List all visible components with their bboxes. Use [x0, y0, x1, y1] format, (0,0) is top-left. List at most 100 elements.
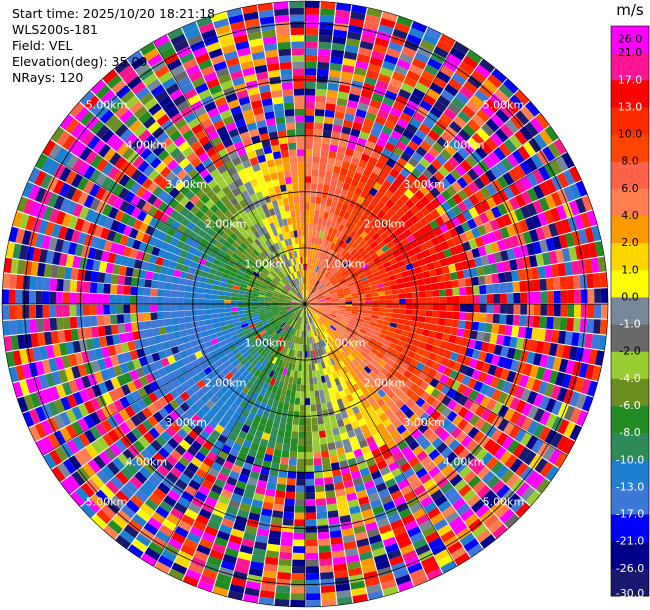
velocity-gate — [305, 512, 317, 520]
velocity-gate — [371, 50, 386, 61]
velocity-gate — [283, 437, 291, 445]
velocity-gate — [180, 391, 190, 402]
velocity-gate — [161, 223, 171, 234]
velocity-gate — [318, 305, 326, 308]
velocity-gate — [238, 293, 246, 298]
velocity-gate — [522, 141, 536, 157]
velocity-gate — [366, 405, 375, 415]
velocity-gate — [399, 375, 409, 385]
velocity-gate — [79, 146, 92, 161]
velocity-gate — [332, 427, 340, 436]
velocity-gate — [224, 295, 232, 301]
velocity-gate — [315, 491, 326, 499]
velocity-gate — [107, 252, 117, 264]
velocity-gate — [47, 192, 59, 208]
velocity-gate — [576, 410, 588, 427]
velocity-gate — [161, 258, 171, 268]
velocity-gate — [199, 574, 216, 586]
velocity-gate — [496, 262, 505, 273]
velocity-gate — [548, 343, 558, 357]
velocity-gate — [317, 319, 323, 325]
velocity-gate — [261, 396, 269, 405]
velocity-gate — [286, 309, 293, 314]
velocity-gate — [207, 273, 216, 280]
velocity-gate — [71, 421, 84, 436]
velocity-gate — [438, 281, 446, 290]
velocity-gate — [241, 337, 249, 345]
velocity-gate — [243, 328, 251, 335]
velocity-gate — [358, 496, 370, 506]
velocity-gate — [355, 210, 364, 220]
velocity-gate — [270, 320, 277, 326]
velocity-gate — [331, 199, 338, 208]
velocity-gate — [318, 538, 331, 546]
velocity-gate — [409, 274, 417, 282]
velocity-gate — [384, 312, 393, 318]
velocity-gate — [430, 409, 442, 421]
velocity-gate — [372, 393, 382, 402]
velocity-gate — [280, 280, 286, 286]
velocity-gate — [277, 352, 284, 360]
velocity-gate — [250, 251, 258, 259]
velocity-gate — [273, 277, 280, 283]
velocity-gate — [251, 293, 259, 297]
velocity-gate — [132, 219, 143, 231]
velocity-gate — [309, 330, 312, 338]
velocity-gate — [313, 322, 318, 329]
velocity-gate — [343, 388, 351, 397]
velocity-gate — [463, 470, 477, 484]
velocity-gate — [327, 336, 333, 344]
velocity-gate — [309, 377, 314, 385]
velocity-gate — [421, 556, 437, 569]
velocity-gate — [485, 98, 500, 113]
velocity-gate — [327, 442, 336, 451]
velocity-gate — [328, 265, 335, 273]
velocity-gate — [315, 335, 320, 343]
velocity-gate — [65, 424, 78, 439]
velocity-gate — [409, 502, 423, 514]
velocity-gate — [422, 270, 430, 279]
velocity-gate — [165, 325, 174, 334]
velocity-gate — [119, 128, 133, 142]
velocity-gate — [339, 167, 349, 176]
velocity-gate — [329, 350, 336, 358]
velocity-gate — [319, 369, 325, 377]
velocity-gate — [309, 391, 315, 399]
velocity-gate — [155, 377, 166, 389]
velocity-gate — [490, 165, 503, 179]
velocity-gate — [249, 375, 258, 384]
velocity-gate — [375, 236, 384, 245]
velocity-gate — [266, 255, 274, 263]
velocity-gate — [178, 157, 191, 169]
velocity-gate — [34, 422, 47, 439]
velocity-gate — [422, 117, 435, 130]
velocity-gate — [243, 594, 259, 604]
velocity-gate — [133, 259, 143, 269]
velocity-gate — [340, 268, 347, 275]
velocity-gate — [123, 524, 139, 539]
velocity-gate — [173, 352, 182, 362]
velocity-gate — [163, 495, 177, 508]
velocity-gate — [254, 385, 263, 394]
velocity-gate — [284, 396, 291, 404]
velocity-gate — [264, 360, 272, 369]
velocity-gate — [508, 425, 521, 439]
velocity-gate — [395, 218, 405, 228]
velocity-gate — [591, 257, 600, 273]
velocity-gate — [234, 237, 243, 246]
velocity-gate — [412, 309, 420, 316]
velocity-gate — [190, 403, 201, 414]
velocity-gate — [371, 402, 381, 411]
velocity-gate — [316, 376, 322, 384]
velocity-gate — [230, 300, 238, 304]
velocity-gate — [17, 396, 29, 413]
velocity-gate — [139, 92, 154, 106]
velocity-gate — [245, 291, 253, 296]
velocity-gate — [385, 265, 393, 273]
velocity-gate — [419, 472, 432, 485]
velocity-gate — [316, 282, 322, 289]
velocity-gate — [479, 304, 487, 313]
velocity-gate — [278, 272, 284, 279]
velocity-gate — [253, 230, 261, 239]
velocity-gate — [65, 408, 77, 424]
